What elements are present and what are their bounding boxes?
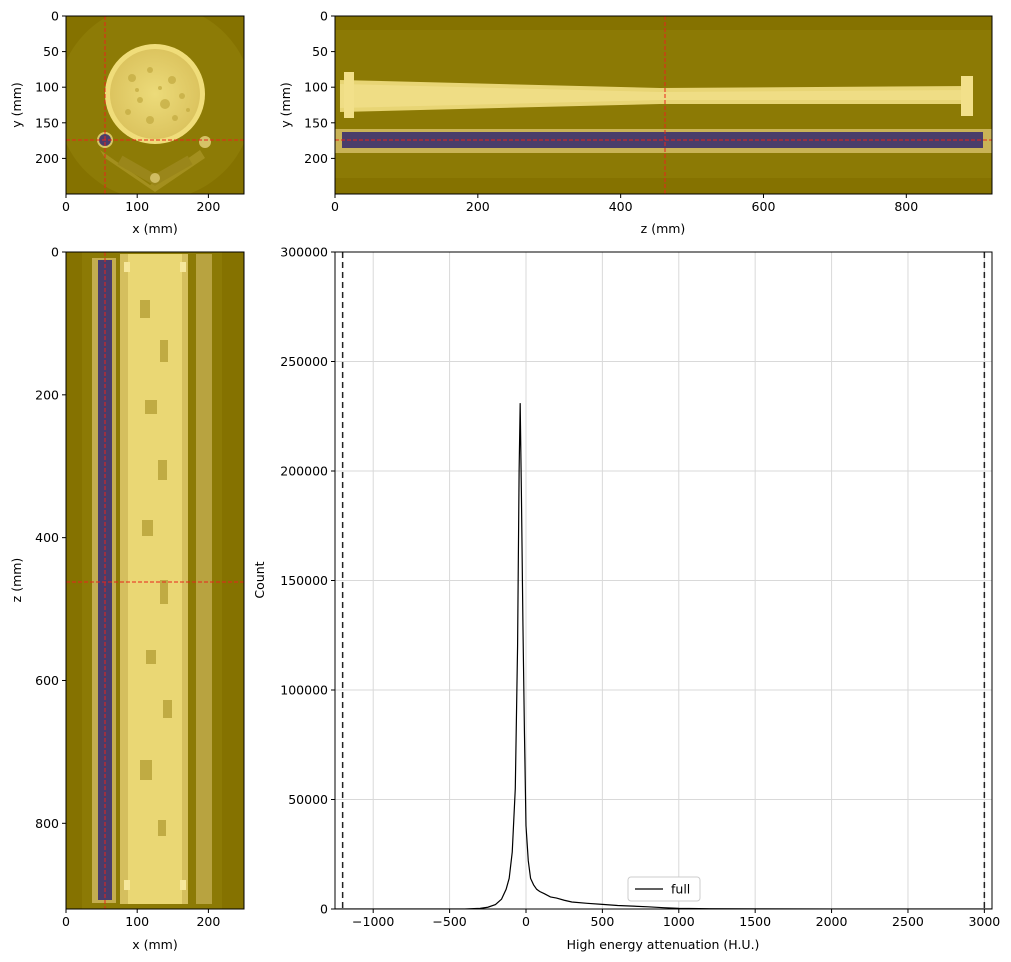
histogram-series-full xyxy=(335,403,992,909)
x-tick-label: 600 xyxy=(752,199,776,214)
y-tick-label: 50000 xyxy=(288,792,328,807)
x-tick-label: 2500 xyxy=(892,914,924,929)
y-tick-label: 0 xyxy=(51,245,59,260)
legend-box xyxy=(627,876,701,902)
y-tick-label: 50 xyxy=(312,44,328,59)
legend-label-full: full xyxy=(671,882,690,897)
x-tick-label: 0 xyxy=(62,914,70,929)
y-tick-label: 0 xyxy=(51,9,59,24)
x-tick-label: 100 xyxy=(125,199,149,214)
slice-zy-image xyxy=(335,16,992,194)
slice-xy-frame xyxy=(65,15,245,195)
slice-xz-frame xyxy=(65,251,245,910)
x-tick-label: 1500 xyxy=(739,914,771,929)
x-tick-label: 400 xyxy=(609,199,633,214)
y-tick-label: 0 xyxy=(320,902,328,917)
x-tick-label: −1000 xyxy=(352,914,394,929)
y-tick-label: 250000 xyxy=(280,354,328,369)
x-tick-label: 200 xyxy=(196,914,220,929)
y-tick-label: 100 xyxy=(304,80,328,95)
x-tick-label: −500 xyxy=(432,914,466,929)
slice-xy-panel: 0 100 200 0 50 100 150 200 x (mm) y (mm) xyxy=(9,9,245,236)
slice-xy-xlabel: x (mm) xyxy=(132,221,177,236)
slice-zy-xlabel: z (mm) xyxy=(641,221,686,236)
y-tick-label: 150 xyxy=(304,115,328,130)
x-tick-label: 200 xyxy=(466,199,490,214)
x-tick-label: 1000 xyxy=(663,914,695,929)
slice-xy-axes: 0 100 200 0 50 100 150 200 xyxy=(35,9,220,215)
histogram-legend: full xyxy=(627,876,701,902)
slice-xz-panel: 0 100 200 0 200 400 600 800 x (mm) z (mm) xyxy=(9,245,245,952)
slice-xy-image xyxy=(66,16,244,194)
y-tick-label: 600 xyxy=(35,673,59,688)
slice-zy-axes: 0 200 400 600 800 0 50 100 150 200 xyxy=(304,9,918,215)
x-tick-label: 100 xyxy=(125,914,149,929)
y-tick-label: 100000 xyxy=(280,683,328,698)
y-tick-label: 200000 xyxy=(280,464,328,479)
x-tick-label: 0 xyxy=(62,199,70,214)
y-tick-label: 200 xyxy=(35,387,59,402)
x-tick-label: 0 xyxy=(331,199,339,214)
histogram-ylabel: Count xyxy=(252,561,267,598)
y-tick-label: 800 xyxy=(35,816,59,831)
slice-xz-xlabel: x (mm) xyxy=(132,937,177,952)
x-tick-label: 3000 xyxy=(968,914,1000,929)
slice-xz-image xyxy=(66,252,244,909)
y-tick-label: 200 xyxy=(304,151,328,166)
y-tick-label: 150000 xyxy=(280,573,328,588)
y-tick-label: 150 xyxy=(35,115,59,130)
histogram-axes: −1000 −500 0 500 1000 1500 2000 2500 3000 0 50000 1… xyxy=(280,245,1000,930)
histogram-panel: −1000 −500 0 500 1000 1500 2000 2500 3000 0 50000 1… xyxy=(252,245,1000,953)
slice-zy-frame xyxy=(334,15,993,195)
x-tick-label: 500 xyxy=(590,914,614,929)
slice-zy-ylabel: y (mm) xyxy=(278,82,293,127)
x-tick-label: 0 xyxy=(522,914,530,929)
y-tick-label: 200 xyxy=(35,151,59,166)
slice-xy-ylabel: y (mm) xyxy=(9,82,24,127)
y-tick-label: 0 xyxy=(320,9,328,24)
slice-xz-ylabel: z (mm) xyxy=(9,558,24,603)
x-tick-label: 200 xyxy=(196,199,220,214)
y-tick-label: 100 xyxy=(35,80,59,95)
x-tick-label: 800 xyxy=(894,199,918,214)
x-tick-label: 2000 xyxy=(816,914,848,929)
y-tick-label: 50 xyxy=(43,44,59,59)
histogram-xlabel: High energy attenuation (H.U.) xyxy=(567,937,760,952)
y-tick-label: 300000 xyxy=(280,245,328,260)
slice-xz-axes: 0 100 200 0 200 400 600 800 xyxy=(35,245,220,930)
slice-zy-panel: 0 200 400 600 800 0 50 100 150 200 z (mm) y (mm) xyxy=(278,9,993,236)
y-tick-label: 400 xyxy=(35,530,59,545)
